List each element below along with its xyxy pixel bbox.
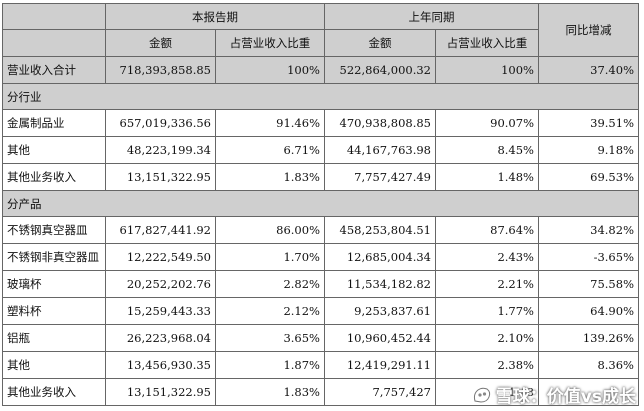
current-share-cell: 1.70% — [215, 243, 325, 271]
current-share-cell: 86.00% — [215, 216, 325, 244]
last-amount-cell: 7,757,427.49 — [324, 163, 436, 191]
header-current-period: 本报告期 — [105, 3, 325, 30]
table-row: 铝瓶 26,223,968.04 3.65% 10,960,452.44 2.1… — [2, 324, 639, 352]
current-amount-cell: 13,151,322.95 — [105, 378, 216, 406]
last-share-cell: 87.64% — [435, 216, 539, 244]
header-row-periods: 本报告期 上年同期 同比增减 — [2, 3, 639, 57]
yoy-cell: 9.18% — [538, 136, 639, 164]
table-row: 其他业务收入 13,151,322.95 1.83% 7,757,427 1.4… — [2, 378, 639, 406]
yoy-cell: 34.82% — [538, 216, 639, 244]
yoy-cell: 69.53% — [538, 163, 639, 191]
current-amount-cell: 657,019,336.56 — [105, 109, 216, 137]
table-row: 金属制品业 657,019,336.56 91.46% 470,938,808.… — [2, 109, 639, 137]
current-share-cell: 2.82% — [215, 270, 325, 298]
current-amount-cell: 617,827,441.92 — [105, 216, 216, 244]
section-title: 分行业 — [2, 83, 639, 110]
last-amount-cell: 7,757,427 — [324, 378, 436, 406]
section-header-industry: 分行业 — [2, 83, 639, 110]
current-amount-cell: 13,456,930.35 — [105, 351, 216, 379]
last-amount-cell: 44,167,763.98 — [324, 136, 436, 164]
yoy-cell: 8.36% — [538, 351, 639, 379]
table-row: 其他 13,456,930.35 1.87% 12,419,291.11 2.3… — [2, 351, 639, 379]
current-amount-cell: 20,252,202.76 — [105, 270, 216, 298]
last-share-cell: 2.38% — [435, 351, 539, 379]
table-row: 不锈钢真空器皿 617,827,441.92 86.00% 458,253,80… — [2, 216, 639, 244]
header-current-amount: 金额 — [105, 29, 216, 57]
yoy-cell — [538, 378, 639, 406]
yoy-cell: 75.58% — [538, 270, 639, 298]
row-label: 塑料杯 — [2, 297, 106, 325]
last-share-cell: 2.43% — [435, 243, 539, 271]
header-corner-cell-2 — [2, 29, 106, 57]
header-yoy-change: 同比增减 — [538, 3, 639, 57]
row-label: 其他 — [2, 351, 106, 379]
current-share-cell: 1.83% — [215, 163, 325, 191]
current-amount-cell: 13,151,322.95 — [105, 163, 216, 191]
row-label: 营业收入合计 — [2, 56, 106, 84]
header-last-share: 占营业收入比重 — [435, 29, 539, 57]
last-amount-cell: 12,419,291.11 — [324, 351, 436, 379]
last-share-cell: 8.45% — [435, 136, 539, 164]
current-amount-cell: 15,259,443.33 — [105, 297, 216, 325]
last-share-cell: 2.21% — [435, 270, 539, 298]
last-share-cell: 90.07% — [435, 109, 539, 137]
header-current-share: 占营业收入比重 — [215, 29, 325, 57]
last-amount-cell: 11,534,182.82 — [324, 270, 436, 298]
last-amount-cell: 522,864,000.32 — [324, 56, 436, 84]
last-amount-cell: 12,685,004.34 — [324, 243, 436, 271]
row-label: 金属制品业 — [2, 109, 106, 137]
last-share-cell: 1.77% — [435, 297, 539, 325]
row-label: 玻璃杯 — [2, 270, 106, 298]
last-amount-cell: 10,960,452.44 — [324, 324, 436, 352]
current-share-cell: 6.71% — [215, 136, 325, 164]
section-title: 分产品 — [2, 190, 639, 217]
current-share-cell: 3.65% — [215, 324, 325, 352]
yoy-cell: 39.51% — [538, 109, 639, 137]
row-label: 其他 — [2, 136, 106, 164]
last-share-cell: 1.48% — [435, 163, 539, 191]
table-row: 不锈钢非真空器皿 12,222,549.50 1.70% 12,685,004.… — [2, 243, 639, 271]
section-header-product: 分产品 — [2, 190, 639, 217]
yoy-cell: 64.90% — [538, 297, 639, 325]
row-label: 不锈钢非真空器皿 — [2, 243, 106, 271]
current-amount-cell: 718,393,858.85 — [105, 56, 216, 84]
row-label: 不锈钢真空器皿 — [2, 216, 106, 244]
table-row: 其他 48,223,199.34 6.71% 44,167,763.98 8.4… — [2, 136, 639, 164]
current-share-cell: 91.46% — [215, 109, 325, 137]
last-amount-cell: 470,938,808.85 — [324, 109, 436, 137]
header-last-amount: 金额 — [324, 29, 436, 57]
header-corner-cell — [2, 3, 106, 30]
last-amount-cell: 458,253,804.51 — [324, 216, 436, 244]
revenue-table: 本报告期 上年同期 同比增减 金额 占营业收入比重 金额 占营业收入比重 营业收… — [2, 3, 639, 406]
current-share-cell: 1.83% — [215, 378, 325, 406]
current-amount-cell: 26,223,968.04 — [105, 324, 216, 352]
table-row: 玻璃杯 20,252,202.76 2.82% 11,534,182.82 2.… — [2, 270, 639, 298]
current-amount-cell: 48,223,199.34 — [105, 136, 216, 164]
row-label: 其他业务收入 — [2, 378, 106, 406]
row-label: 其他业务收入 — [2, 163, 106, 191]
row-label: 铝瓶 — [2, 324, 106, 352]
last-share-cell: 1.48 — [435, 378, 539, 406]
last-amount-cell: 9,253,837.61 — [324, 297, 436, 325]
yoy-cell: 139.26% — [538, 324, 639, 352]
table-row: 塑料杯 15,259,443.33 2.12% 9,253,837.61 1.7… — [2, 297, 639, 325]
current-share-cell: 1.87% — [215, 351, 325, 379]
last-share-cell: 2.10% — [435, 324, 539, 352]
table-row: 其他业务收入 13,151,322.95 1.83% 7,757,427.49 … — [2, 163, 639, 191]
current-share-cell: 100% — [215, 56, 325, 84]
yoy-cell: -3.65% — [538, 243, 639, 271]
current-share-cell: 2.12% — [215, 297, 325, 325]
total-row: 营业收入合计 718,393,858.85 100% 522,864,000.3… — [2, 56, 639, 84]
header-same-period-last-year: 上年同期 — [324, 3, 539, 30]
current-amount-cell: 12,222,549.50 — [105, 243, 216, 271]
yoy-cell: 37.40% — [538, 56, 639, 84]
last-share-cell: 100% — [435, 56, 539, 84]
